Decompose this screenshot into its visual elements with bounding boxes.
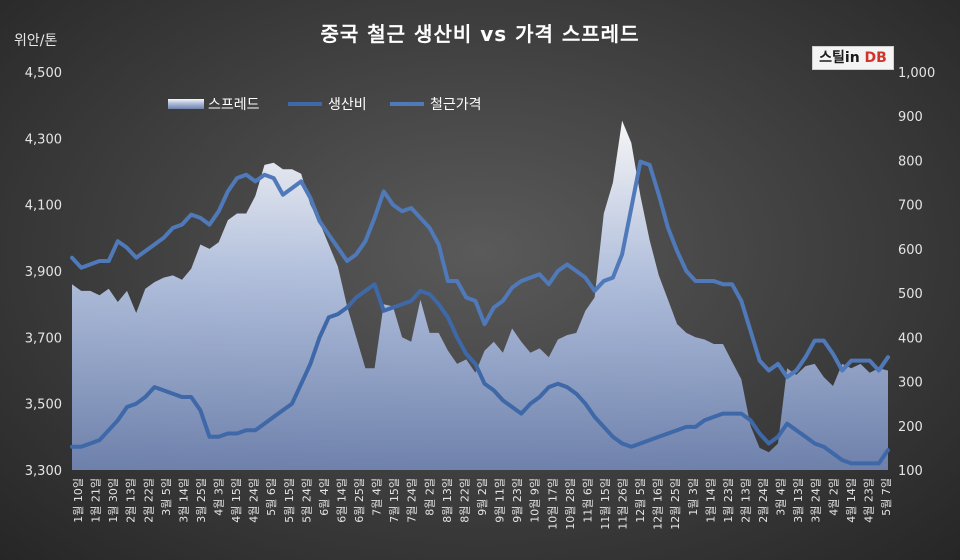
x-tick-label: 1월 3일 [686,478,700,516]
x-tick-label: 3월 5일 [159,478,173,516]
y-left-tick-label: 3,500 [25,398,62,413]
legend-label-cost: 생산비 [328,97,367,113]
legend-label-spread: 스프레드 [208,97,260,113]
x-tick-label: 8월 22일 [457,478,471,523]
y-right-tick-label: 1,000 [898,66,935,81]
x-tick-label: 7월 4일 [370,478,384,516]
x-tick-label: 3월 14일 [176,478,190,523]
y-left-unit-label: 위안/톤 [14,33,58,49]
x-tick-label: 6월 14일 [335,478,349,523]
series-price-line [70,159,890,380]
x-tick-label: 9월 23일 [510,478,524,523]
y-right-tick-label: 800 [898,154,923,169]
x-tick-label: 12월 5일 [633,478,647,523]
x-tick-label: 5월 15일 [282,478,296,523]
x-tick-label: 3월 4일 [774,478,788,516]
x-tick-label: 2월 24일 [756,478,770,523]
y-right-tick-label: 300 [898,376,923,391]
x-tick-label: 12월 25일 [668,478,682,530]
x-tick-label: 1월 30일 [106,478,120,523]
x-tick-label: 9월 11일 [493,478,507,523]
x-tick-label: 5월 7일 [879,478,893,516]
x-tick-label: 7월 24일 [405,478,419,523]
x-tick-label: 1월 14일 [703,478,717,523]
x-tick-label: 11월 6일 [580,478,594,523]
x-tick-label: 5월 6일 [264,478,278,516]
x-tick-label: 10월 28일 [563,478,577,530]
x-tick-label: 4월 14일 [844,478,858,523]
y-right-tick-label: 900 [898,110,923,125]
x-tick-label: 11월 26일 [616,478,630,530]
series-spread-area [72,120,888,470]
x-tick-label: 10월 9일 [528,478,542,523]
y-right-tick-label: 100 [898,464,923,479]
legend-swatch-spread [168,99,204,109]
x-tick-label: 7월 15일 [387,478,401,523]
x-tick-label: 2월 13일 [124,478,138,523]
x-tick-label: 5월 24일 [299,478,313,523]
x-tick-label: 10월 17일 [545,478,559,530]
y-left-tick-label: 4,300 [25,132,62,147]
y-right-tick-label: 600 [898,243,923,258]
steelin-db-logo: 스틸in DB [812,46,894,70]
y-left-tick-label: 3,700 [25,331,62,346]
y-right-tick-label: 700 [898,199,923,214]
x-tick-label: 8월 13일 [440,478,454,523]
y-left-tick-label: 4,100 [25,199,62,214]
x-tick-label: 1월 23일 [721,478,735,523]
x-tick-label: 3월 25일 [194,478,208,523]
x-tick-label: 3월 13일 [791,478,805,523]
x-tick-label: 4월 3일 [212,478,226,516]
x-tick-label: 11월 15일 [598,478,612,530]
x-tick-label: 6월 25일 [352,478,366,523]
x-tick-label: 8월 2일 [422,478,436,516]
legend-label-price: 철근가격 [430,97,482,113]
x-tick-label: 4월 23일 [861,478,875,523]
x-tick-label: 4월 2일 [826,478,840,516]
x-tick-label: 12월 16일 [651,478,665,530]
x-tick-label: 6월 4일 [317,478,331,516]
y-left-tick-label: 4,500 [25,66,62,81]
x-tick-label: 9월 2일 [475,478,489,516]
y-right-tick-label: 500 [898,287,923,302]
series-cost-line [70,282,890,466]
x-tick-label: 1월 10일 [71,478,85,523]
x-tick-label: 2월 13일 [739,478,753,523]
x-tick-label: 2월 22일 [141,478,155,523]
x-tick-label: 3월 24일 [809,478,823,523]
x-tick-label: 4월 15일 [229,478,243,523]
chart-title: 중국 철근 생산비 vs 가격 스프레드 [320,22,640,46]
y-right-tick-label: 400 [898,331,923,346]
y-left-tick-label: 3,300 [25,464,62,479]
x-tick-label: 4월 24일 [247,478,261,523]
x-tick-label: 1월 21일 [89,478,103,523]
y-right-tick-label: 200 [898,420,923,435]
y-left-tick-label: 3,900 [25,265,62,280]
